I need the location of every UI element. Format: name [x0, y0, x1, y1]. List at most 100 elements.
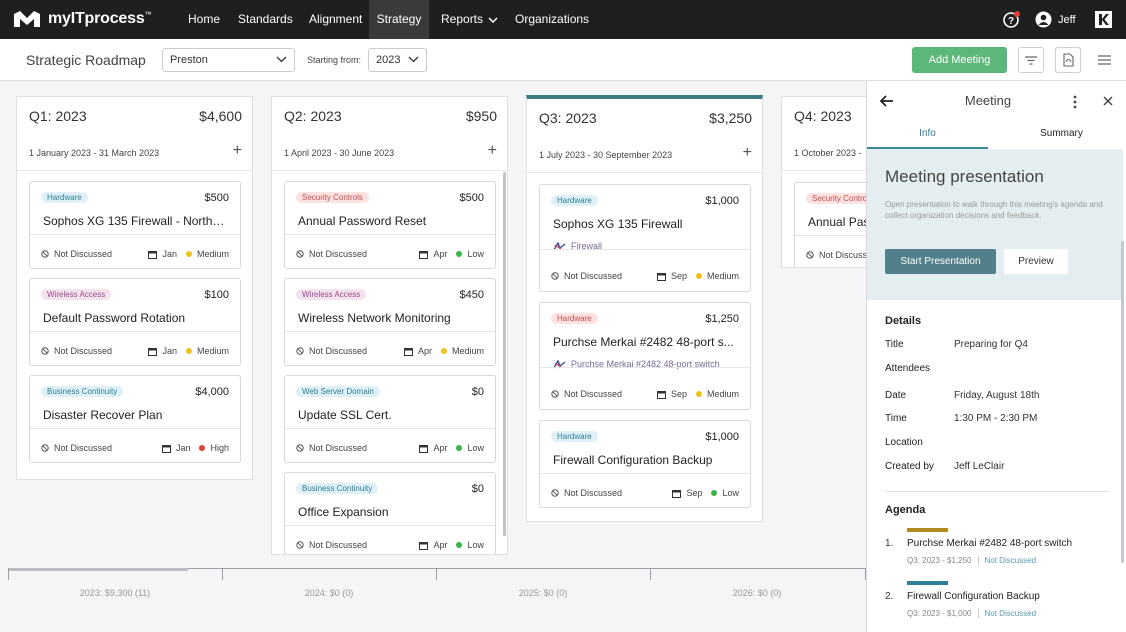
close-icon[interactable]	[1103, 96, 1113, 106]
initiative-card[interactable]: Hardware $500 Sophos XG 135 Firewall - N…	[29, 181, 241, 269]
nav-home[interactable]: Home	[188, 12, 221, 26]
timeline-label-2025[interactable]: 2025: $0 (0)	[518, 588, 568, 598]
quarter-date-range: 1 October 2023 -	[794, 148, 862, 158]
card-status-label: Not Discussed	[309, 540, 368, 550]
quarter-scrollbar[interactable]	[503, 172, 506, 536]
initiative-card[interactable]: Hardware $1,000 Firewall Configuration B…	[539, 420, 751, 508]
card-cost: $4,000	[195, 386, 229, 398]
calendar-icon	[656, 272, 666, 281]
card-divider	[285, 525, 495, 526]
initiative-card[interactable]: Hardware $1,000 Sophos XG 135 Firewall Fi…	[539, 184, 751, 292]
card-status: Not Discussed	[41, 346, 112, 356]
card-divider	[30, 331, 240, 332]
kaseya-app-button[interactable]	[1095, 0, 1112, 39]
timeline-tick	[650, 568, 651, 580]
presentation-description: Open presentation to walk through this m…	[885, 200, 1103, 220]
initiative-card[interactable]: Hardware $1,250 Purchse Merkai #2482 48-…	[539, 302, 751, 410]
page-title: Strategic Roadmap	[26, 52, 146, 68]
more-vertical-icon[interactable]	[1073, 95, 1077, 109]
preview-button[interactable]: Preview	[1004, 249, 1068, 274]
active-tab-indicator	[867, 147, 988, 149]
filter-button[interactable]	[1018, 47, 1044, 73]
calendar-icon	[148, 250, 158, 259]
card-priority: Medium	[451, 346, 484, 356]
card-priority: Medium	[196, 346, 229, 356]
initiative-card[interactable]: Wireless Access $100 Default Password Ro…	[29, 278, 241, 366]
help-button[interactable]: ?	[1002, 0, 1020, 39]
card-footer: Not Discussed Jan Medium	[41, 247, 229, 261]
panel-title: Meeting	[964, 93, 1012, 108]
card-footer: Not Discussed Jan Medium	[41, 344, 229, 358]
initiative-card[interactable]: Security Controls $500 Annual Password R…	[284, 181, 496, 269]
quarter-title: Q1: 2023	[29, 108, 87, 124]
calendar-icon	[148, 347, 158, 356]
detail-time-label: Time	[885, 413, 907, 424]
card-footer: Not Discussed Apr Low	[296, 441, 484, 455]
organization-select[interactable]: Preston	[162, 48, 295, 72]
initiative-card[interactable]: Wireless Access $450 Wireless Network Mo…	[284, 278, 496, 366]
tab-info[interactable]: Info	[919, 128, 936, 139]
quarter-column: Q2: 2023 $950 1 April 2023 - 30 June 202…	[271, 96, 508, 555]
card-footer: Not Discussed Apr Low	[296, 247, 484, 261]
chevron-down-icon	[276, 56, 287, 63]
card-schedule: Apr Low	[419, 249, 484, 259]
back-arrow-icon[interactable]	[880, 95, 894, 107]
category-tag: Wireless Access	[296, 289, 367, 300]
card-divider	[285, 331, 495, 332]
calendar-icon	[419, 250, 429, 259]
agenda-item-title[interactable]: Firewall Configuration Backup	[907, 591, 1040, 602]
agenda-item-quarter-cost: Q3: 2023 - $1,000	[907, 609, 972, 618]
card-priority: High	[210, 443, 229, 453]
timeline-label-2024[interactable]: 2024: $0 (0)	[304, 588, 354, 598]
card-cost: $500	[459, 192, 484, 204]
app-logo[interactable]: myITprocess™	[12, 9, 152, 29]
card-asset-link[interactable]: Purchse Merkai #2482 48-port switch	[553, 359, 720, 369]
chevron-down-icon	[408, 56, 419, 63]
timeline-tick	[222, 568, 223, 580]
nav-reports[interactable]: Reports	[431, 0, 508, 39]
menu-button[interactable]	[1091, 47, 1117, 73]
quarter-divider	[272, 170, 507, 171]
quarter-total: $4,600	[199, 108, 242, 124]
card-title: Purchse Merkai #2482 48-port s...	[553, 335, 734, 349]
timeline-label-2026[interactable]: 2026: $0 (0)	[732, 588, 782, 598]
logo-icon	[14, 11, 40, 27]
priority-dot	[199, 445, 206, 451]
add-item-button[interactable]: +	[232, 142, 242, 159]
nav-strategy[interactable]: Strategy	[369, 0, 429, 39]
initiative-card[interactable]: Business Continuity $4,000 Disaster Reco…	[29, 375, 241, 463]
timeline-tick	[436, 568, 437, 580]
card-status-label: Not Discussed	[564, 271, 623, 281]
add-item-button[interactable]: +	[487, 142, 497, 159]
user-menu[interactable]: Jeff	[1035, 0, 1076, 39]
add-item-button[interactable]: +	[742, 144, 752, 161]
quarter-date-range: 1 July 2023 - 30 September 2023	[539, 150, 673, 160]
agenda-item-number: 1.	[885, 538, 894, 549]
card-footer: Not Discussed Sep Medium	[551, 387, 739, 401]
detail-title-value: Preparing for Q4	[954, 339, 1028, 350]
timeline-scroll-thumb[interactable]	[8, 568, 188, 571]
nav-organizations[interactable]: Organizations	[515, 12, 590, 26]
agenda-item-quarter-cost: Q3: 2023 - $1,250	[907, 556, 972, 565]
initiative-card[interactable]: Business Continuity $0 Office Expansion …	[284, 472, 496, 554]
panel-scrollbar[interactable]	[1121, 241, 1124, 563]
chevron-down-icon	[488, 16, 498, 23]
add-meeting-button[interactable]: Add Meeting	[912, 47, 1007, 73]
nav-standards[interactable]: Standards	[238, 12, 293, 26]
agenda-item-title[interactable]: Purchse Merkai #2482 48-port switch	[907, 538, 1073, 549]
year-select[interactable]: 2023	[368, 48, 427, 72]
export-pdf-button[interactable]	[1055, 47, 1081, 73]
card-priority: Medium	[706, 389, 739, 399]
start-presentation-button[interactable]: Start Presentation	[885, 249, 996, 274]
tab-summary[interactable]: Summary	[1040, 128, 1083, 139]
priority-dot	[456, 445, 463, 451]
card-asset-link[interactable]: Firewall	[553, 241, 602, 251]
agenda-item-status: Not Discussed	[977, 556, 1036, 565]
card-footer: Not Discussed	[806, 248, 994, 262]
nav-alignment[interactable]: Alignment	[309, 12, 363, 26]
timeline-label-2023[interactable]: 2023: $9,300 (11)	[79, 588, 151, 598]
card-month: Jan	[175, 443, 191, 453]
agenda-item-meta: Q3: 2023 - $1,250 Not Discussed	[907, 556, 1036, 565]
initiative-card[interactable]: Web Server Domain $0 Update SSL Cert. No…	[284, 375, 496, 463]
filter-icon	[1025, 55, 1037, 65]
